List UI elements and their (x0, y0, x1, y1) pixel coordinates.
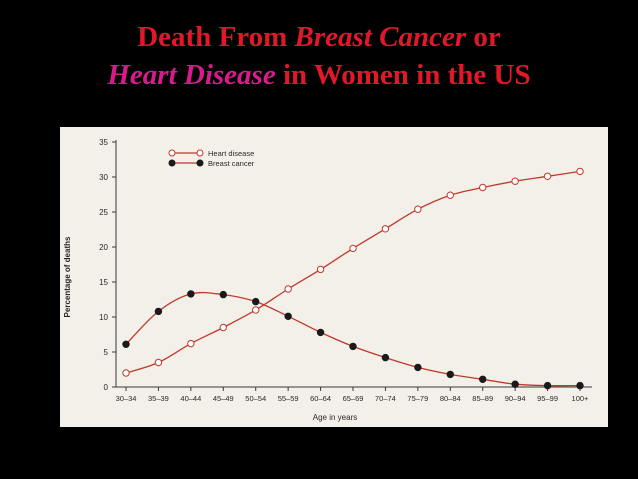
slide-title: Death From Breast Cancer or Heart Diseas… (0, 18, 638, 94)
title-suffix: in Women in the US (282, 59, 531, 91)
breast-cancer-point (219, 290, 227, 299)
y-tick-label: 0 (104, 383, 109, 392)
title-line-2: Heart Disease in Women in the US (0, 56, 638, 94)
y-tick-label: 30 (99, 173, 108, 182)
chart-panel: 0 5 10 15 20 25 30 35 30–34 35–39 40–44 45–49 50–54 5… (60, 127, 608, 427)
heart-disease-legend-marker (168, 149, 176, 157)
heart-disease-point (576, 167, 584, 176)
y-axis-label: Percentage of deaths (63, 236, 72, 317)
heart-disease-point (349, 244, 357, 253)
heart-disease-point (479, 183, 487, 192)
x-tick-label: 100+ (572, 394, 590, 403)
heart-disease-point (122, 369, 130, 377)
y-tick-label: 20 (99, 243, 108, 252)
y-tick-label: 5 (104, 348, 109, 357)
heart-disease-point (316, 265, 325, 274)
breast-cancer-legend-marker (196, 159, 204, 167)
breast-cancer-point (284, 312, 292, 321)
breast-cancer-point (511, 380, 519, 388)
breast-cancer-point (187, 290, 195, 298)
y-tick-label: 10 (99, 313, 108, 322)
line-chart: 0 5 10 15 20 25 30 35 30–34 35–39 40–44 45–49 50–54 5… (63, 138, 592, 422)
heart-disease-point (381, 225, 390, 233)
x-tick-label: 75–79 (407, 394, 428, 403)
x-tick-label: 60–64 (310, 394, 331, 403)
x-tick-label: 55–59 (278, 394, 299, 403)
title-conjunction: or (473, 21, 501, 53)
heart-disease-legend-marker (196, 149, 204, 157)
breast-cancer-legend-marker (168, 159, 176, 167)
title-heart-disease: Heart Disease (107, 59, 276, 91)
x-tick-label: 30–34 (116, 394, 137, 403)
breast-cancer-point (414, 363, 422, 372)
breast-cancer-point (154, 307, 163, 316)
breast-cancer-point (349, 342, 357, 351)
breast-cancer-point (316, 328, 325, 337)
x-tick-label: 80–84 (440, 394, 461, 403)
breast-cancer-point (576, 381, 584, 390)
breast-cancer-point (479, 375, 487, 384)
x-tick-label: 70–74 (375, 394, 396, 403)
chart-axes: 0 5 10 15 20 25 30 35 30–34 35–39 40–44 45–49 50–54 5… (99, 138, 592, 403)
heart-disease-point (154, 358, 163, 367)
x-tick-label: 85–89 (472, 394, 493, 403)
heart-disease-legend-label: Heart disease (208, 149, 254, 158)
heart-disease-point (284, 285, 292, 293)
heart-disease-point (187, 339, 195, 348)
heart-disease-point (511, 177, 519, 185)
x-axis-label: Age in years (313, 413, 357, 422)
breast-cancer-legend-label: Breast cancer (208, 159, 255, 168)
breast-cancer-point (446, 370, 454, 379)
breast-cancer-point (543, 381, 552, 390)
breast-cancer-point (122, 340, 130, 349)
breast-cancer-point (381, 353, 390, 362)
x-tick-label: 95–99 (537, 394, 558, 403)
x-tick-label: 35–39 (148, 394, 169, 403)
heart-disease-point (446, 191, 454, 199)
breast-cancer-point (252, 297, 260, 306)
x-tick-label: 90–94 (505, 394, 526, 403)
heart-disease-point (219, 323, 227, 332)
heart-disease-point (414, 205, 422, 213)
chart-marks (122, 167, 584, 390)
y-tick-label: 25 (99, 208, 108, 217)
x-tick-label: 65–69 (343, 394, 364, 403)
heart-disease-point (252, 306, 260, 314)
y-tick-label: 15 (99, 278, 108, 287)
title-line-1: Death From Breast Cancer or (0, 18, 638, 56)
x-tick-label: 45–49 (213, 394, 234, 403)
title-breast-cancer: Breast Cancer (294, 21, 467, 53)
x-tick-label: 50–54 (245, 394, 266, 403)
x-tick-label: 40–44 (180, 394, 201, 403)
heart-disease-point (543, 172, 552, 180)
breast-cancer-line (125, 291, 581, 387)
title-prefix: Death From (137, 21, 288, 53)
y-tick-label: 35 (99, 138, 108, 147)
